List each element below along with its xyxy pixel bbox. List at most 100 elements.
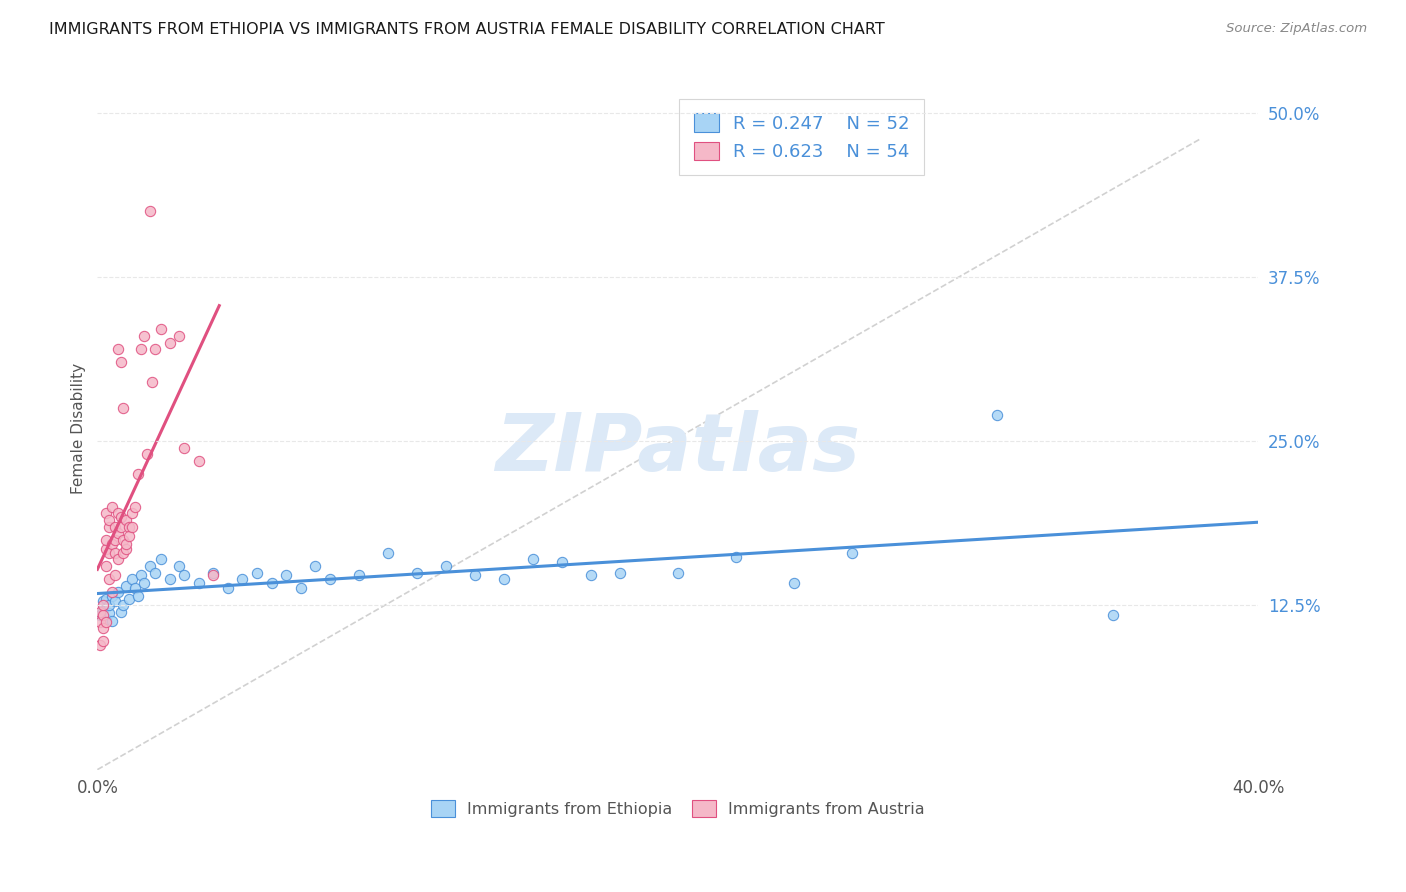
Point (290, 582, 312, 596)
Point (377, 546, 399, 560)
Point (274, 568, 297, 582)
Point (145, 342, 167, 356)
Point (167, 329, 190, 343)
Point (217, 582, 239, 596)
Point (94, 533, 117, 547)
Point (94, 611, 117, 625)
Point (159, 572, 181, 586)
Point (118, 591, 141, 606)
Point (986, 408, 1008, 422)
Point (91, 607, 114, 622)
Point (841, 546, 863, 560)
Point (94, 507, 117, 521)
Point (124, 500, 146, 514)
Point (173, 441, 195, 455)
Point (97, 513, 120, 527)
Point (115, 541, 138, 556)
Point (110, 605, 132, 619)
Text: Source: ZipAtlas.com: Source: ZipAtlas.com (1226, 22, 1367, 36)
Point (94, 559, 117, 574)
Point (104, 546, 127, 560)
Point (150, 552, 173, 566)
Point (121, 507, 143, 521)
Point (129, 342, 152, 356)
Point (145, 566, 167, 580)
Point (121, 519, 143, 533)
Point (579, 568, 602, 582)
Point (91, 599, 114, 613)
Point (202, 566, 225, 580)
Y-axis label: Female Disability: Female Disability (72, 362, 86, 493)
Point (187, 576, 209, 591)
Point (94, 591, 117, 606)
Point (94, 615, 117, 630)
Point (101, 589, 124, 603)
Point (405, 566, 427, 580)
Point (107, 585, 129, 599)
Point (104, 594, 127, 608)
Point (107, 342, 129, 356)
Point (89, 638, 111, 652)
Point (101, 536, 124, 550)
Point (127, 467, 149, 481)
Point (97, 519, 120, 533)
Point (91, 633, 114, 648)
Point (150, 322, 173, 336)
Point (115, 536, 138, 550)
Point (464, 568, 486, 582)
Point (101, 500, 124, 514)
Point (91, 594, 114, 608)
Point (97, 607, 120, 621)
Point (121, 572, 143, 586)
Point (112, 401, 135, 416)
Point (94, 541, 117, 556)
Point (347, 568, 370, 582)
Point (434, 559, 457, 574)
Point (91, 621, 114, 635)
Point (107, 552, 129, 566)
Point (159, 335, 181, 350)
Point (104, 519, 127, 533)
Point (89, 605, 111, 619)
Point (1102, 607, 1125, 622)
Legend: Immigrants from Ethiopia, Immigrants from Austria: Immigrants from Ethiopia, Immigrants fro… (425, 794, 932, 823)
Point (132, 329, 155, 343)
Point (260, 576, 283, 591)
Point (129, 568, 152, 582)
Point (202, 568, 225, 582)
Point (107, 526, 129, 541)
Point (173, 568, 195, 582)
Point (124, 582, 146, 596)
Point (138, 204, 160, 219)
Point (107, 507, 129, 521)
Point (104, 533, 127, 547)
Point (97, 599, 120, 613)
Point (522, 552, 544, 566)
Point (138, 559, 160, 574)
Point (724, 549, 747, 564)
Point (118, 529, 141, 543)
Point (666, 566, 689, 580)
Point (492, 572, 515, 586)
Point (104, 568, 127, 582)
Point (167, 559, 190, 574)
Point (97, 546, 120, 560)
Point (127, 589, 149, 603)
Point (101, 585, 124, 599)
Point (304, 559, 326, 574)
Point (91, 602, 114, 616)
Point (231, 572, 253, 586)
Text: IMMIGRANTS FROM ETHIOPIA VS IMMIGRANTS FROM AUSTRIA FEMALE DISABILITY CORRELATIO: IMMIGRANTS FROM ETHIOPIA VS IMMIGRANTS F… (49, 22, 884, 37)
Point (110, 519, 132, 533)
Point (132, 576, 155, 591)
Point (187, 454, 209, 468)
Point (89, 607, 111, 622)
Point (110, 355, 132, 369)
Point (89, 615, 111, 630)
Point (112, 599, 135, 613)
Point (115, 579, 138, 593)
Point (112, 546, 135, 560)
Point (783, 576, 806, 591)
Point (609, 566, 631, 580)
Point (97, 572, 120, 586)
